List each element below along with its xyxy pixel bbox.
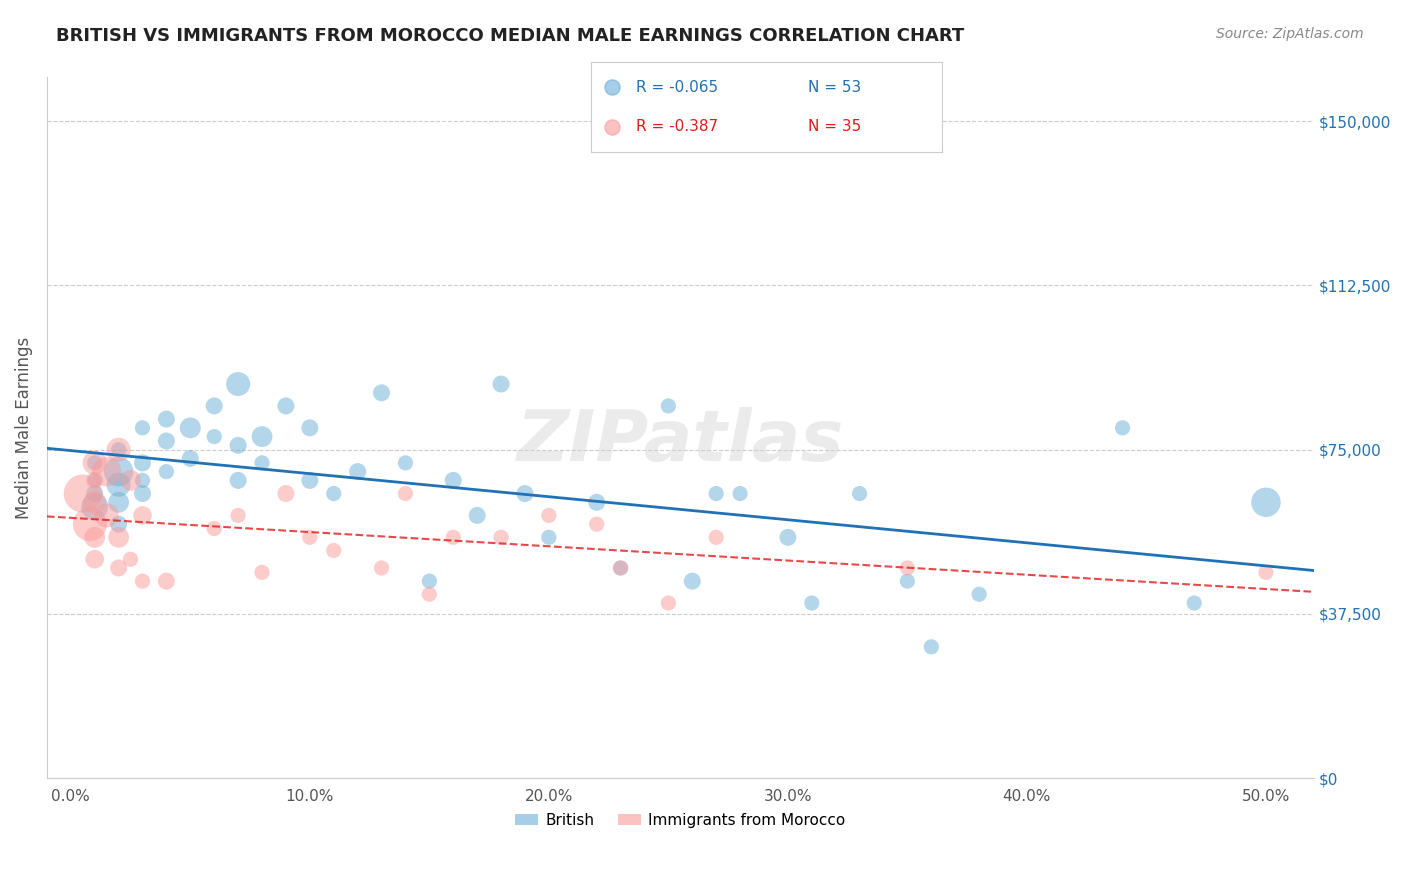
Point	[96, 508, 118, 523]
Point	[322, 486, 344, 500]
Point	[107, 495, 129, 509]
Text: N = 35: N = 35	[808, 120, 862, 134]
Point	[489, 377, 512, 392]
Point	[370, 385, 392, 400]
Text: Source: ZipAtlas.com: Source: ZipAtlas.com	[1216, 27, 1364, 41]
Point	[107, 561, 129, 575]
Point	[537, 508, 560, 523]
Point	[83, 495, 105, 509]
Point	[131, 421, 153, 435]
Point	[489, 530, 512, 544]
Point	[179, 451, 201, 466]
Point	[179, 421, 201, 435]
Point	[600, 120, 623, 134]
Point	[298, 421, 321, 435]
Point	[131, 574, 153, 588]
Point	[418, 574, 440, 588]
Point	[83, 530, 105, 544]
Point	[202, 429, 225, 443]
Point	[441, 474, 464, 488]
Point	[72, 486, 94, 500]
Point	[394, 486, 416, 500]
Point	[657, 596, 679, 610]
Point	[226, 508, 249, 523]
Point	[704, 530, 727, 544]
Point	[250, 566, 273, 580]
Point	[107, 442, 129, 457]
Point	[609, 561, 631, 575]
Point	[896, 574, 918, 588]
Point	[107, 465, 129, 479]
Point	[1254, 566, 1277, 580]
Legend: British, Immigrants from Morocco: British, Immigrants from Morocco	[509, 806, 852, 834]
Point	[585, 517, 607, 532]
Text: R = -0.387: R = -0.387	[636, 120, 718, 134]
Point	[83, 500, 105, 514]
Point	[657, 399, 679, 413]
Point	[394, 456, 416, 470]
Point	[83, 486, 105, 500]
Point	[131, 486, 153, 500]
Point	[585, 495, 607, 509]
Point	[202, 522, 225, 536]
Point	[609, 561, 631, 575]
Point	[155, 412, 177, 426]
Point	[107, 517, 129, 532]
Point	[776, 530, 799, 544]
Point	[1111, 421, 1133, 435]
Point	[600, 80, 623, 95]
Point	[465, 508, 488, 523]
Y-axis label: Median Male Earnings: Median Male Earnings	[15, 336, 32, 519]
Point	[226, 474, 249, 488]
Point	[1182, 596, 1205, 610]
Point	[848, 486, 870, 500]
Point	[155, 434, 177, 448]
Point	[226, 438, 249, 452]
Point	[513, 486, 536, 500]
Point	[681, 574, 703, 588]
Point	[131, 456, 153, 470]
Point	[800, 596, 823, 610]
Text: BRITISH VS IMMIGRANTS FROM MOROCCO MEDIAN MALE EARNINGS CORRELATION CHART: BRITISH VS IMMIGRANTS FROM MOROCCO MEDIA…	[56, 27, 965, 45]
Point	[107, 530, 129, 544]
Point	[441, 530, 464, 544]
Text: R = -0.065: R = -0.065	[636, 80, 718, 95]
Point	[120, 552, 142, 566]
Point	[107, 442, 129, 457]
Point	[322, 543, 344, 558]
Point	[537, 530, 560, 544]
Point	[728, 486, 751, 500]
Point	[131, 508, 153, 523]
Point	[96, 465, 118, 479]
Point	[202, 399, 225, 413]
Point	[1254, 495, 1277, 509]
Point	[250, 456, 273, 470]
Text: ZIPatlas: ZIPatlas	[516, 408, 844, 476]
Point	[370, 561, 392, 575]
Point	[83, 474, 105, 488]
Point	[274, 486, 297, 500]
Point	[83, 456, 105, 470]
Point	[120, 474, 142, 488]
Point	[83, 552, 105, 566]
Point	[418, 587, 440, 601]
Point	[155, 465, 177, 479]
Point	[346, 465, 368, 479]
Point	[250, 429, 273, 443]
Point	[298, 474, 321, 488]
Point	[920, 640, 942, 654]
Point	[967, 587, 990, 601]
Point	[131, 474, 153, 488]
Point	[79, 517, 101, 532]
Point	[155, 574, 177, 588]
Point	[107, 477, 129, 491]
Point	[83, 456, 105, 470]
Point	[274, 399, 297, 413]
Point	[226, 377, 249, 392]
Point	[896, 561, 918, 575]
Text: N = 53: N = 53	[808, 80, 862, 95]
Point	[704, 486, 727, 500]
Point	[298, 530, 321, 544]
Point	[83, 474, 105, 488]
